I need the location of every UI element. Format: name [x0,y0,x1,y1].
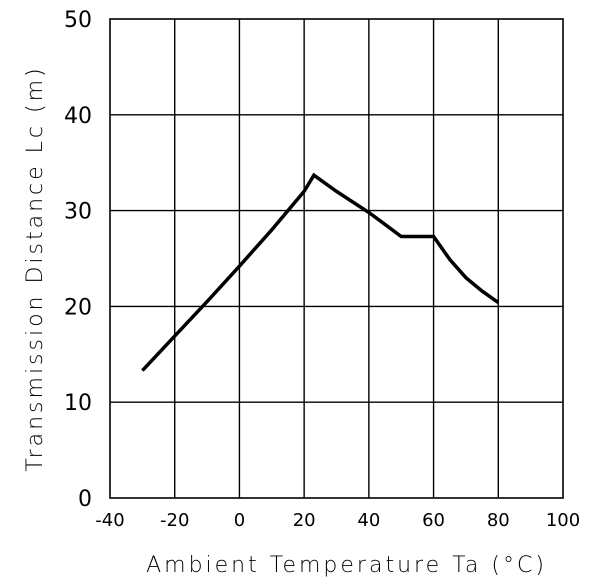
x-tick-label: 60 [422,510,445,531]
x-tick-label: -20 [160,510,189,531]
x-tick-label: 40 [357,510,380,531]
x-axis-ticks: -40 -20 0 20 40 60 80 100 [95,510,580,531]
series-group [141,172,500,372]
y-axis-ticks: 0 10 20 30 40 50 [64,8,92,512]
y-tick-label: 0 [78,487,92,512]
plot-frame [109,18,564,499]
y-tick-label: 30 [64,200,92,225]
x-tick-label: 0 [234,510,245,531]
y-axis-label: Transmission Distance Lc (m) [23,65,48,471]
y-tick-label: 10 [64,391,92,416]
x-tick-label: 100 [546,510,580,531]
x-tick-label: 80 [487,510,510,531]
x-tick-label: 20 [293,510,316,531]
series-line-1 [141,172,500,372]
x-tick-label: -40 [95,510,124,531]
y-tick-label: 50 [64,8,92,33]
grid-lines [110,19,563,498]
x-axis-label: Ambient Temperature Ta (°C) [146,553,547,578]
y-tick-label: 20 [64,295,92,320]
y-tick-label: 40 [64,104,92,129]
